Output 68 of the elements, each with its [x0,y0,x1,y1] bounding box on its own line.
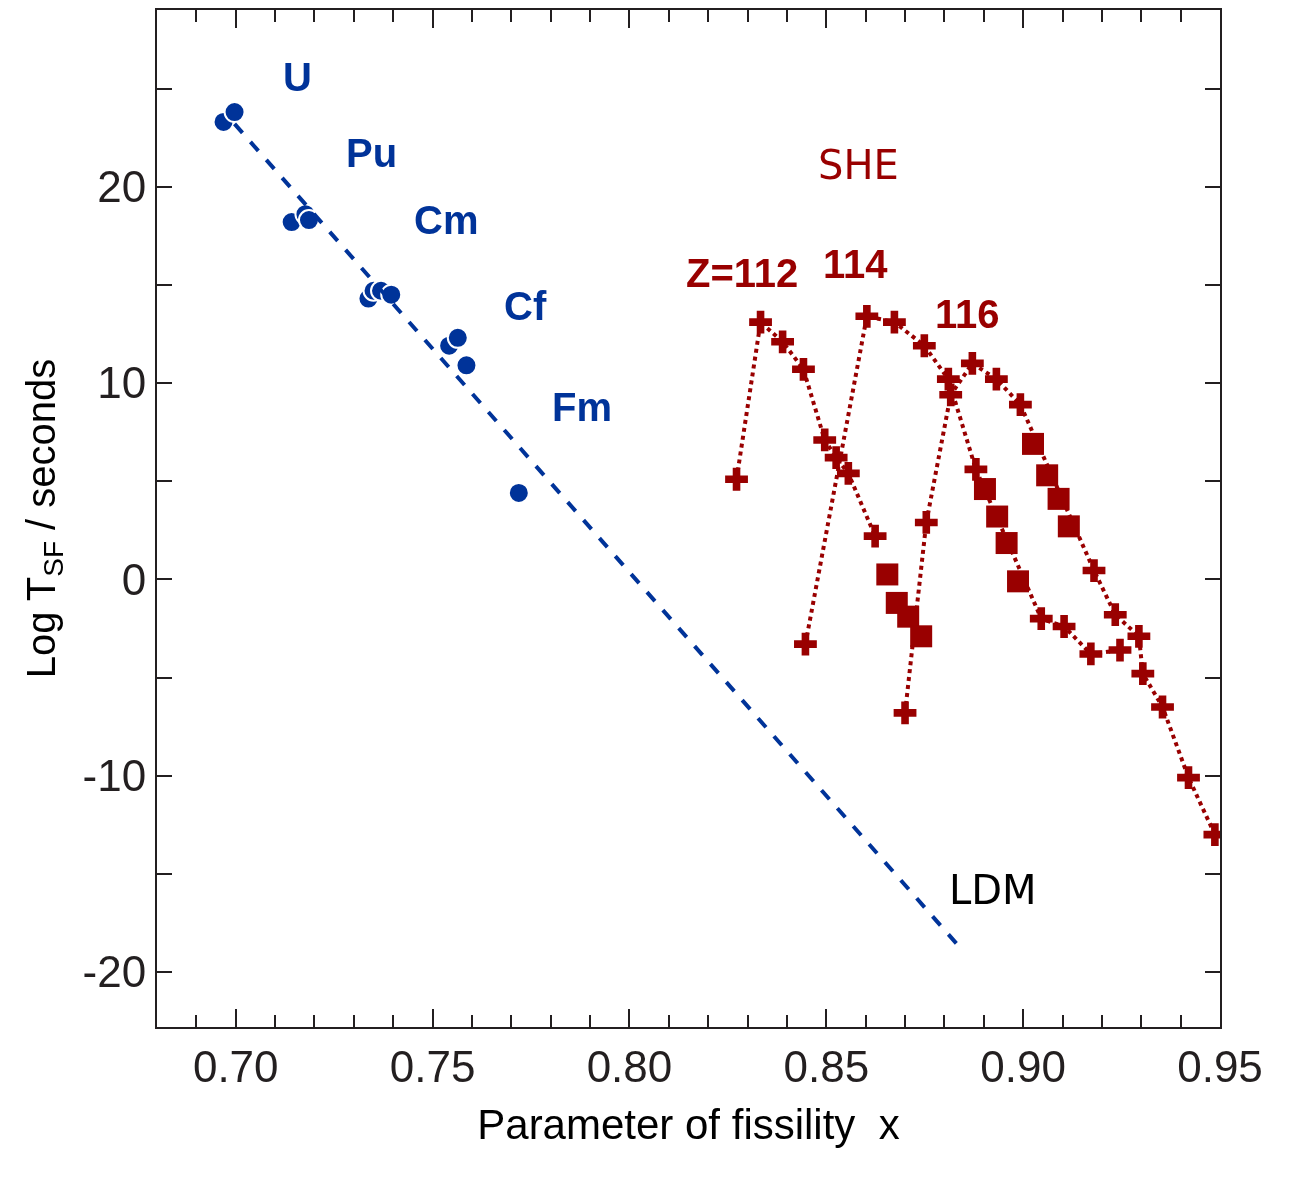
point [824,446,848,470]
point [223,101,246,124]
point [964,458,988,481]
point [725,467,748,491]
point [446,326,469,349]
annotation: U [283,55,312,99]
x-tick-label: 0.95 [1177,1041,1263,1091]
point [883,310,906,334]
y-tick-label: 0 [121,554,147,604]
y-tick-label: 20 [97,162,147,212]
annotation: 114 [823,242,889,286]
point [813,428,837,452]
point [1008,393,1032,417]
point [749,310,772,334]
point [1103,603,1127,627]
point [893,701,917,725]
annotation: 116 [935,292,1000,336]
point [863,524,887,548]
x-tick-label: 0.90 [980,1041,1066,1091]
point [855,304,879,328]
point [507,481,530,504]
annotation: Fm [552,385,612,429]
x-tick-label: 0.75 [389,1041,476,1091]
point [792,357,815,381]
annotation: SHE [818,142,899,188]
y-tick-label: 10 [97,358,147,408]
point [960,352,984,375]
point [1079,642,1103,666]
point [380,283,403,306]
point [876,563,899,586]
annotation: Z=112 [686,251,799,295]
annotation: Pu [346,131,398,175]
point [794,632,817,656]
x-tick-label: 0.85 [783,1041,870,1091]
x-tick-label: 0.70 [192,1041,279,1091]
point [984,367,1008,391]
point [914,511,938,534]
annotation: LDM [949,867,1037,913]
point [1131,662,1155,685]
point [995,532,1018,555]
point [1021,432,1044,455]
point [455,354,478,377]
point [1177,766,1200,790]
point [771,330,794,354]
point [939,383,963,407]
point [910,625,933,648]
x-axis-title: Parameter of fissility x [477,1101,900,1149]
point [1108,638,1132,662]
point [986,505,1009,528]
point [297,209,320,232]
annotation: Cm [414,198,479,242]
point [1029,607,1053,631]
point [1057,515,1080,538]
point [1036,464,1059,487]
annotation: Cf [504,284,547,328]
point [897,605,920,628]
y-tick-label: -10 [82,751,147,801]
point [973,478,996,501]
point [1082,559,1106,582]
point [1127,624,1151,648]
point [912,334,936,358]
point [1047,487,1070,510]
point [1007,570,1030,593]
point [1151,695,1174,719]
point [1052,615,1076,638]
y-tick-label: -20 [82,947,147,997]
point [836,461,860,485]
x-tick-label: 0.80 [586,1041,673,1091]
